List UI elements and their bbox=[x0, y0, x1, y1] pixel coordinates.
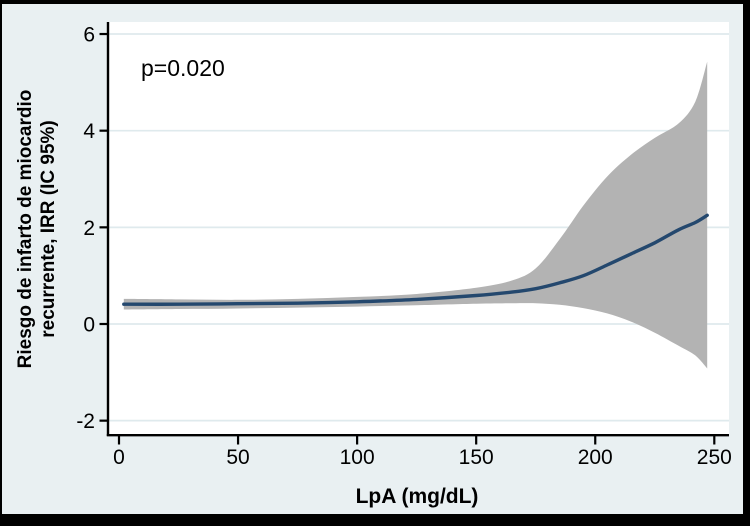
y-tick-label--2: -2 bbox=[76, 410, 95, 433]
x-tick-label-150: 150 bbox=[459, 446, 494, 469]
x-axis-label: LpA (mg/dL) bbox=[355, 485, 479, 508]
x-tick-label-250: 250 bbox=[697, 446, 732, 469]
y-tick-label-4: 4 bbox=[83, 120, 95, 143]
y-axis-label-line2: recurrente, IRR (IC 95%) bbox=[38, 120, 59, 338]
x-tick-label-0: 0 bbox=[113, 446, 125, 469]
ci-95-band bbox=[123, 61, 708, 369]
x-tick-label-200: 200 bbox=[578, 446, 613, 469]
y-tick-label-0: 0 bbox=[83, 314, 95, 337]
x-tick-label-100: 100 bbox=[340, 446, 375, 469]
y-tick-label-6: 6 bbox=[83, 24, 95, 47]
y-axis-label: Riesgo de infarto de miocardio recurrent… bbox=[14, 90, 60, 369]
y-axis-label-line1: Riesgo de infarto de miocardio bbox=[15, 89, 36, 369]
p-value-annotation: p=0.020 bbox=[141, 55, 225, 81]
y-tick-label-2: 2 bbox=[83, 217, 95, 240]
x-tick-label-50: 50 bbox=[226, 446, 249, 469]
irr-line bbox=[122, 213, 709, 306]
